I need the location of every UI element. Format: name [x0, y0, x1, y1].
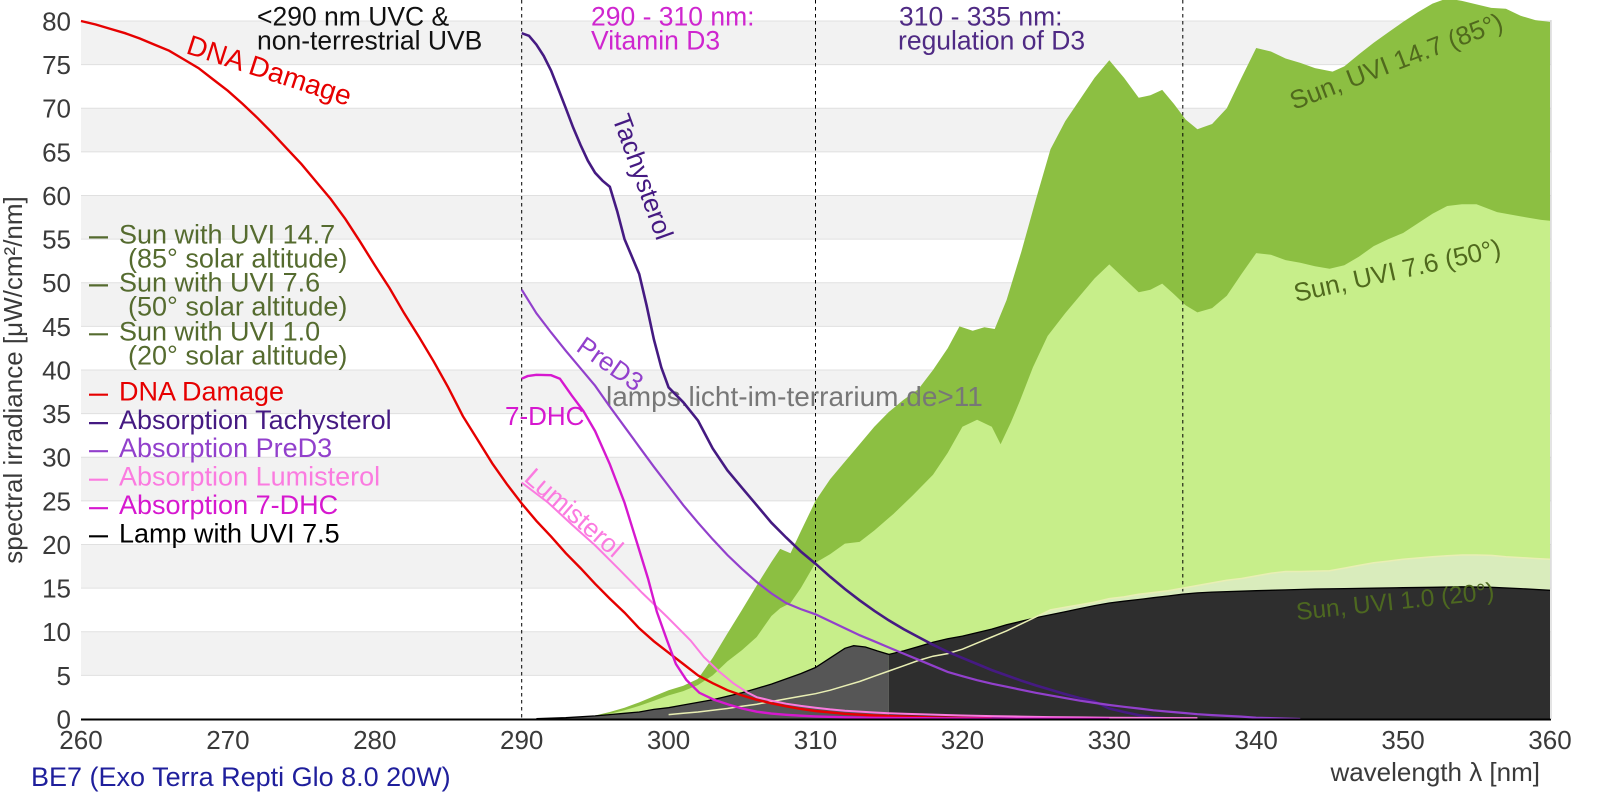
svg-text:Vitamin D3: Vitamin D3: [591, 26, 720, 56]
svg-text:310 - 335 nm:: 310 - 335 nm:: [899, 2, 1063, 32]
svg-text:290 - 310 nm:: 290 - 310 nm:: [591, 2, 755, 32]
svg-text:300: 300: [647, 725, 690, 755]
svg-text:(85° solar altitude): (85° solar altitude): [128, 244, 347, 274]
svg-text:340: 340: [1235, 725, 1278, 755]
svg-text:320: 320: [941, 725, 984, 755]
svg-text:350: 350: [1381, 725, 1424, 755]
svg-text:(50° solar altitude): (50° solar altitude): [128, 292, 347, 322]
svg-text:Absorption Lumisterol: Absorption Lumisterol: [119, 462, 380, 492]
svg-text:70: 70: [42, 94, 71, 124]
svg-text:Absorption 7-DHC: Absorption 7-DHC: [119, 490, 338, 520]
svg-text:lamps.licht-im-terrarium.de>11: lamps.licht-im-terrarium.de>11: [606, 381, 983, 412]
svg-text:Absorption Tachysterol: Absorption Tachysterol: [119, 405, 392, 435]
svg-text:65: 65: [42, 137, 71, 167]
svg-text:40: 40: [42, 355, 71, 385]
svg-text:60: 60: [42, 181, 71, 211]
svg-text:spectral irradiance [μW/cm²/nm: spectral irradiance [μW/cm²/nm]: [0, 196, 28, 564]
svg-text:25: 25: [42, 486, 71, 516]
svg-text:wavelength λ [nm]: wavelength λ [nm]: [1329, 757, 1540, 787]
svg-text:5: 5: [57, 661, 71, 691]
svg-text:45: 45: [42, 312, 71, 342]
svg-text:Sun with UVI 14.7: Sun with UVI 14.7: [119, 219, 335, 249]
svg-text:10: 10: [42, 617, 71, 647]
svg-text:Lamp with UVI 7.5: Lamp with UVI 7.5: [119, 518, 340, 548]
svg-text:80: 80: [42, 6, 71, 36]
svg-text:Sun with UVI 1.0: Sun with UVI 1.0: [119, 316, 320, 346]
svg-text:BE7 (Exo Terra Repti Glo 8.0 2: BE7 (Exo Terra Repti Glo 8.0 20W): [31, 762, 451, 792]
svg-text:non-terrestrial UVB: non-terrestrial UVB: [257, 26, 482, 56]
svg-text:55: 55: [42, 225, 71, 255]
svg-text:<290 nm UVC &: <290 nm UVC &: [257, 2, 450, 32]
svg-text:Sun with UVI 7.6: Sun with UVI 7.6: [119, 267, 320, 297]
svg-text:310: 310: [794, 725, 837, 755]
svg-text:270: 270: [206, 725, 249, 755]
svg-text:regulation of D3: regulation of D3: [898, 26, 1085, 56]
svg-text:330: 330: [1088, 725, 1131, 755]
svg-text:30: 30: [42, 443, 71, 473]
svg-text:Absorption PreD3: Absorption PreD3: [119, 433, 332, 463]
svg-text:20: 20: [42, 530, 71, 560]
svg-text:(20° solar altitude): (20° solar altitude): [128, 341, 347, 371]
svg-text:280: 280: [353, 725, 396, 755]
svg-text:DNA Damage: DNA Damage: [119, 377, 284, 407]
svg-text:35: 35: [42, 399, 71, 429]
svg-text:50: 50: [42, 268, 71, 298]
svg-text:0: 0: [57, 704, 71, 734]
svg-text:7-DHC: 7-DHC: [505, 401, 584, 431]
svg-text:15: 15: [42, 574, 71, 604]
svg-text:75: 75: [42, 50, 71, 80]
svg-text:360: 360: [1528, 725, 1571, 755]
svg-text:290: 290: [500, 725, 543, 755]
svg-text:260: 260: [59, 725, 102, 755]
